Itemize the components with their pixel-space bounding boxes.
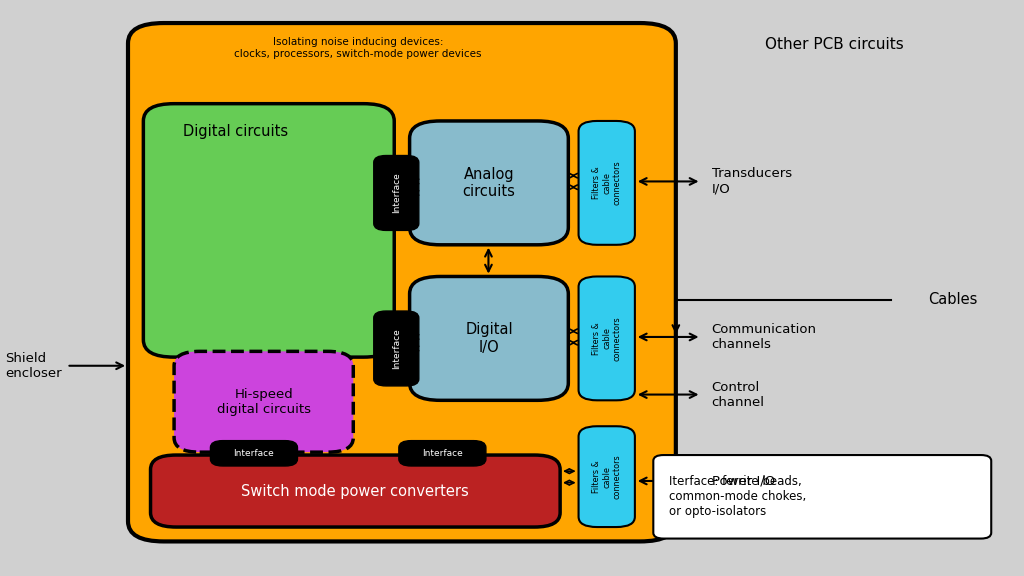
Text: Switch mode power converters: Switch mode power converters: [242, 483, 469, 499]
Text: Shield
encloser: Shield encloser: [5, 352, 61, 380]
Text: Control
channel: Control channel: [712, 381, 765, 408]
FancyBboxPatch shape: [579, 276, 635, 400]
Text: Transducers
I/O: Transducers I/O: [712, 168, 792, 195]
Text: Other PCB circuits: Other PCB circuits: [765, 37, 904, 52]
Text: Interface: Interface: [392, 328, 400, 369]
Text: Cables: Cables: [929, 292, 978, 307]
Text: Power I/O: Power I/O: [712, 475, 775, 487]
FancyBboxPatch shape: [653, 455, 991, 539]
FancyBboxPatch shape: [211, 441, 297, 466]
FancyBboxPatch shape: [410, 276, 568, 400]
Text: Filters &
cable
connectors: Filters & cable connectors: [592, 316, 622, 361]
Text: Isolating noise inducing devices:
clocks, processors, switch-mode power devices: Isolating noise inducing devices: clocks…: [234, 37, 482, 59]
Text: Digital
I/O: Digital I/O: [465, 322, 513, 355]
Text: Interface: Interface: [392, 173, 400, 213]
FancyBboxPatch shape: [410, 121, 568, 245]
FancyBboxPatch shape: [143, 104, 394, 357]
Text: Analog
circuits: Analog circuits: [463, 166, 515, 199]
FancyBboxPatch shape: [374, 156, 419, 230]
FancyBboxPatch shape: [399, 441, 486, 466]
Text: Interface: Interface: [422, 449, 463, 458]
Text: Filters &
cable
connectors: Filters & cable connectors: [592, 454, 622, 499]
FancyBboxPatch shape: [579, 426, 635, 527]
Text: Filters &
cable
connectors: Filters & cable connectors: [592, 161, 622, 205]
Text: Digital circuits: Digital circuits: [183, 124, 288, 139]
FancyBboxPatch shape: [128, 23, 676, 541]
Text: Hi-speed
digital circuits: Hi-speed digital circuits: [217, 388, 310, 416]
Text: Interface: Interface: [233, 449, 274, 458]
Text: Iterface: ferrite beads,
common-mode chokes,
or opto-isolators: Iterface: ferrite beads, common-mode cho…: [669, 475, 806, 518]
FancyBboxPatch shape: [151, 455, 560, 527]
FancyBboxPatch shape: [174, 351, 353, 452]
Text: Communication
channels: Communication channels: [712, 323, 817, 351]
FancyBboxPatch shape: [374, 311, 419, 386]
FancyBboxPatch shape: [579, 121, 635, 245]
